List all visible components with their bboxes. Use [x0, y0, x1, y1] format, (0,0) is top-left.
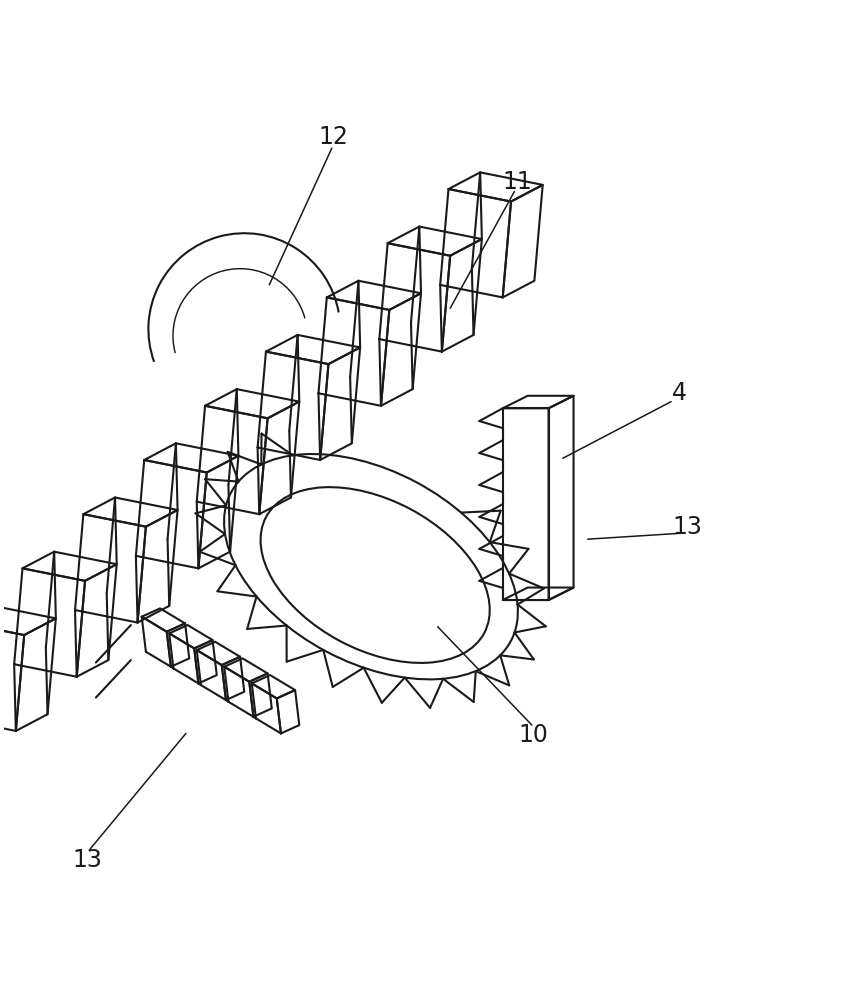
Text: 13: 13	[72, 848, 103, 872]
Text: 13: 13	[673, 515, 703, 539]
Text: 11: 11	[502, 170, 532, 194]
Text: 4: 4	[672, 381, 687, 405]
Text: 12: 12	[318, 125, 349, 149]
Text: 10: 10	[519, 723, 548, 747]
